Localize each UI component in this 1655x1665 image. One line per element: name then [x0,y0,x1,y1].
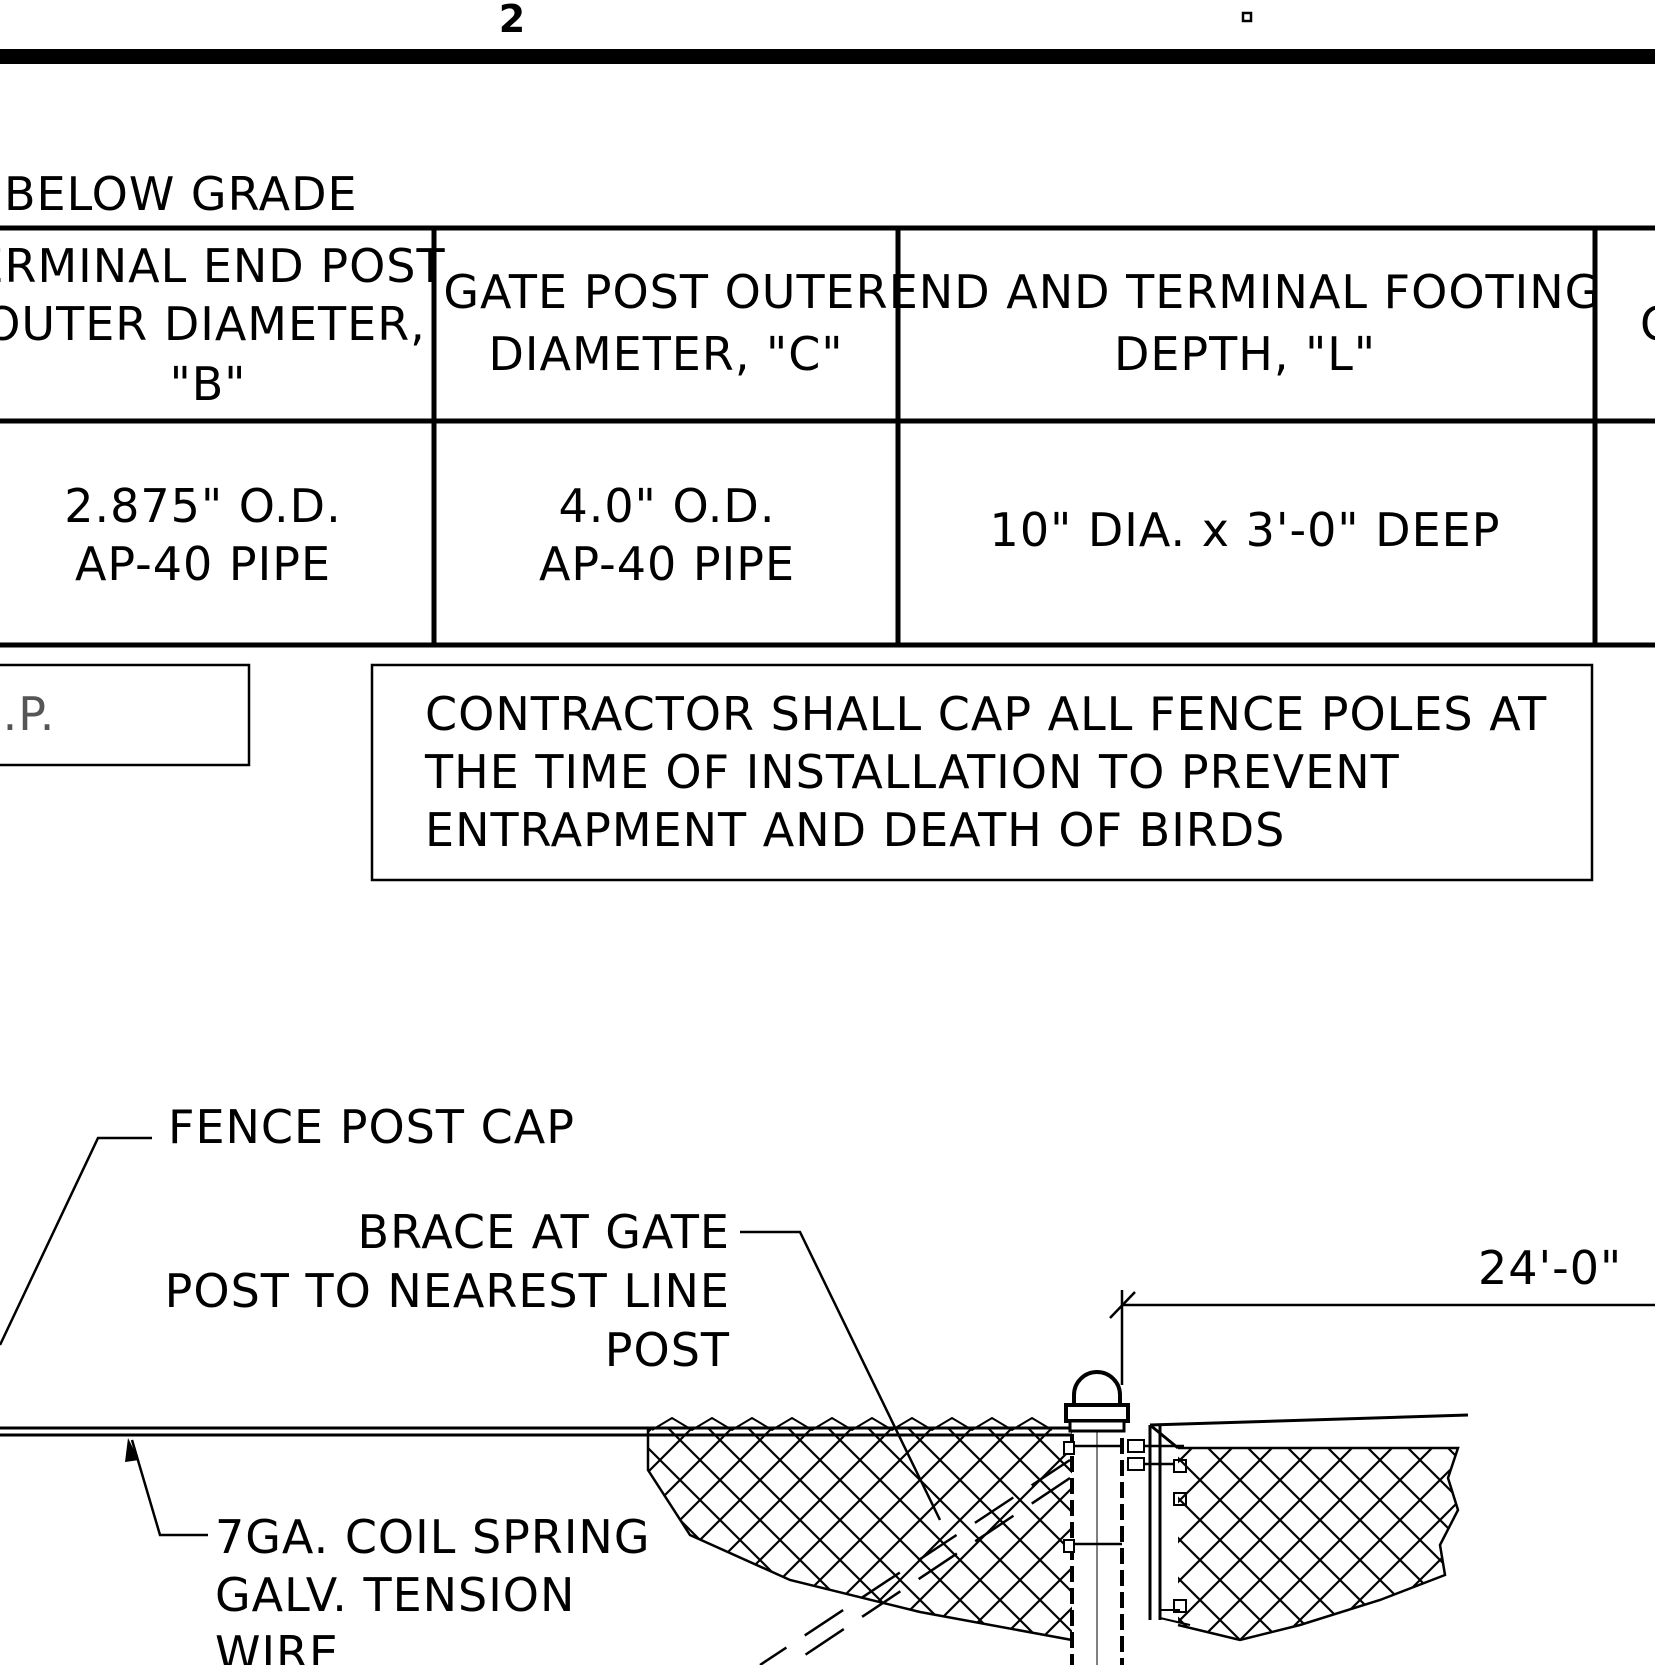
sheet-number: 2 [499,0,525,41]
header-line: DIAMETER, "C" [488,327,843,381]
cap-note-box [370,663,1594,882]
table-caption: BELOW GRADE [4,167,358,221]
cap-note-line: ENTRAPMENT AND DEATH OF BIRDS [425,803,1285,857]
value-cell-terminal-post: 2.875" O.D. AP-40 PIPE [64,479,341,591]
header-line: ERMINAL END POST [0,239,446,293]
tension-wire-label-line: 7GA. COIL SPRING [215,1510,650,1564]
tension-wire-label-line: GALV. TENSION [215,1568,575,1622]
header-cell-footing-depth: END AND TERMINAL FOOTING DEPTH, "L" [889,265,1602,381]
tup-note-box [0,663,251,767]
brace-label-line: BRACE AT GATE [358,1205,730,1259]
value-line: AP-40 PIPE [75,537,331,591]
brace-label-line: POST TO NEAREST LINE [165,1264,730,1318]
post-cap-leader [0,1136,152,1346]
value-cell-footing: 10" DIA. x 3'-0" DEEP [990,503,1501,557]
tension-wire-label-line: WIRE [215,1626,339,1665]
header-line: "B" [170,357,247,411]
post-cap-label: FENCE POST CAP [168,1100,575,1154]
table-grid [0,225,1655,648]
chain-link-mesh-gate [1177,1446,1460,1642]
value-line: 4.0" O.D. [559,479,776,533]
header-line: DEPTH, "L" [1114,327,1376,381]
value-cell-gate-post: 4.0" O.D. AP-40 PIPE [539,479,795,591]
value-line: 10" DIA. x 3'-0" DEEP [990,503,1501,557]
tension-wire-leader [130,1439,208,1537]
title-marker-square [1241,11,1253,23]
cap-note-line: THE TIME OF INSTALLATION TO PREVENT [424,745,1400,799]
value-line: AP-40 PIPE [539,537,795,591]
header-line: OUTER DIAMETER, [0,297,426,351]
header-cell-gate-post: GATE POST OUTER DIAMETER, "C" [443,265,888,381]
tup-note-text: J.P. [0,687,55,741]
header-cell-partial: C [1640,297,1655,351]
tension-wire-arrowhead [125,1438,139,1462]
dimension-label: 24'-0" [1478,1241,1622,1295]
dimension-line [1109,1290,1655,1385]
post-tension-bands [1063,1441,1122,1553]
gate-brace [759,1458,1071,1665]
brace-label-line: POST [605,1323,730,1377]
header-line: C [1640,297,1655,351]
header-line: GATE POST OUTER [443,265,888,319]
cap-note-line: CONTRACTOR SHALL CAP ALL FENCE POLES AT [425,687,1547,741]
header-line: END AND TERMINAL FOOTING [889,265,1602,319]
brace-leader [740,1230,942,1521]
title-bar-rule [0,49,1655,64]
value-line: 2.875" O.D. [64,479,341,533]
chain-link-mesh-left [646,1416,1073,1642]
fence-post-cap [1064,1370,1130,1433]
header-cell-terminal-post: ERMINAL END POST OUTER DIAMETER, "B" [0,239,446,411]
